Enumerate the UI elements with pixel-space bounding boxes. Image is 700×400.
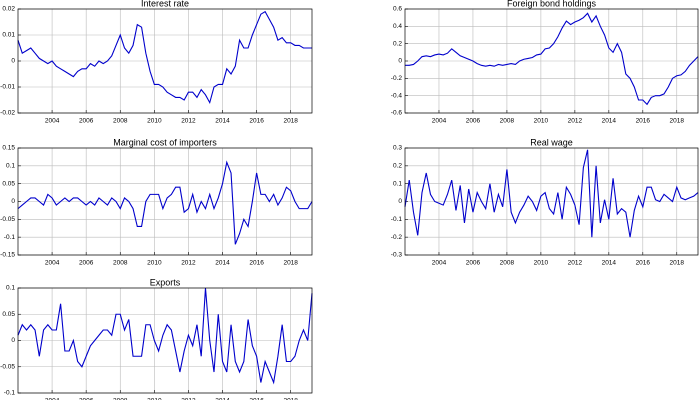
y-tick-label: 0 bbox=[398, 58, 402, 65]
x-tick-label: 2014 bbox=[215, 398, 230, 400]
y-tick-label: 0.05 bbox=[2, 311, 15, 318]
y-tick-label: -0.2 bbox=[391, 75, 403, 82]
y-tick-label: -0.01 bbox=[0, 84, 15, 91]
y-tick-label: 0.15 bbox=[2, 145, 15, 152]
y-tick-label: 0.2 bbox=[393, 40, 402, 47]
y-tick-label: 0.01 bbox=[2, 32, 15, 39]
x-tick-label: 2004 bbox=[45, 398, 60, 400]
data-line bbox=[17, 287, 313, 385]
x-tick-label: 2004 bbox=[45, 260, 60, 267]
x-tick-label: 2014 bbox=[215, 260, 230, 267]
x-tick-label: 2012 bbox=[568, 260, 583, 267]
y-tick-label: 0.2 bbox=[393, 163, 402, 170]
x-tick-label: 2016 bbox=[636, 260, 651, 267]
y-tick-label: -0.6 bbox=[391, 110, 403, 117]
data-line bbox=[405, 12, 699, 106]
y-tick-label: 0 bbox=[11, 198, 15, 205]
y-tick-label: 0 bbox=[398, 198, 402, 205]
plot-frame bbox=[404, 147, 699, 256]
x-tick-label: 2018 bbox=[283, 398, 298, 400]
y-tick-label: -0.4 bbox=[391, 92, 403, 99]
y-tick-label: 0.05 bbox=[2, 180, 15, 187]
x-tick-label: 2010 bbox=[147, 260, 162, 267]
x-tick-label: 2016 bbox=[636, 118, 651, 125]
x-tick-label: 2016 bbox=[249, 398, 264, 400]
data-line bbox=[404, 149, 699, 238]
x-tick-label: 2010 bbox=[147, 118, 162, 125]
x-tick-label: 2018 bbox=[283, 118, 298, 125]
x-tick-label: 2012 bbox=[181, 398, 196, 400]
y-tick-label: -0.1 bbox=[4, 390, 16, 397]
x-tick-label: 2008 bbox=[113, 118, 128, 125]
x-tick-label: 2008 bbox=[113, 260, 128, 267]
chart-title: Exports bbox=[150, 277, 181, 287]
plot-frame bbox=[17, 147, 313, 256]
x-tick-label: 2010 bbox=[147, 398, 162, 400]
x-tick-label: 2008 bbox=[500, 118, 515, 125]
y-tick-label: 0 bbox=[11, 337, 15, 344]
chart-title: Marginal cost of importers bbox=[113, 137, 217, 147]
data-line bbox=[17, 10, 312, 105]
plot-frame bbox=[17, 8, 313, 114]
x-tick-label: 2010 bbox=[534, 118, 549, 125]
y-tick-label: -0.15 bbox=[0, 252, 15, 259]
x-tick-label: 2008 bbox=[500, 260, 515, 267]
y-tick-label: -0.05 bbox=[0, 363, 15, 370]
x-tick-label: 2018 bbox=[670, 118, 685, 125]
x-tick-label: 2018 bbox=[670, 260, 685, 267]
chart-title: Interest rate bbox=[141, 0, 189, 8]
y-tick-label: 0.1 bbox=[393, 180, 402, 187]
x-tick-label: 2016 bbox=[249, 260, 264, 267]
chart-title: Foreign bond holdings bbox=[507, 0, 597, 8]
y-tick-label: 0.4 bbox=[393, 23, 402, 30]
y-tick-label: 0.02 bbox=[2, 6, 15, 13]
y-tick-label: 0.6 bbox=[393, 6, 402, 13]
x-tick-label: 2004 bbox=[432, 260, 447, 267]
y-tick-label: -0.02 bbox=[0, 110, 15, 117]
x-tick-label: 2010 bbox=[534, 260, 549, 267]
y-tick-label: -0.3 bbox=[391, 252, 403, 259]
plot-frame bbox=[404, 8, 699, 114]
plot-frame bbox=[17, 287, 313, 394]
y-tick-label: -0.1 bbox=[4, 234, 16, 241]
x-tick-label: 2014 bbox=[602, 260, 617, 267]
y-tick-label: 0.1 bbox=[6, 285, 15, 292]
y-tick-label: 0.1 bbox=[6, 163, 15, 170]
y-tick-label: -0.2 bbox=[391, 234, 403, 241]
x-tick-label: 2006 bbox=[79, 118, 94, 125]
x-tick-label: 2006 bbox=[466, 260, 481, 267]
y-tick-label: -0.05 bbox=[0, 216, 15, 223]
x-tick-label: 2014 bbox=[602, 118, 617, 125]
x-tick-label: 2006 bbox=[79, 398, 94, 400]
y-tick-label: 0 bbox=[11, 58, 15, 65]
x-tick-label: 2006 bbox=[79, 260, 94, 267]
x-tick-label: 2004 bbox=[432, 118, 447, 125]
x-tick-label: 2012 bbox=[181, 260, 196, 267]
y-tick-label: -0.1 bbox=[391, 216, 403, 223]
x-tick-label: 2012 bbox=[568, 118, 583, 125]
data-line bbox=[17, 160, 313, 245]
x-tick-label: 2004 bbox=[45, 118, 60, 125]
y-tick-label: 0.3 bbox=[393, 145, 402, 152]
x-tick-label: 2018 bbox=[283, 260, 298, 267]
x-tick-label: 2014 bbox=[215, 118, 230, 125]
chart-title: Real wage bbox=[530, 137, 573, 147]
x-tick-label: 2008 bbox=[113, 398, 128, 400]
x-tick-label: 2012 bbox=[181, 118, 196, 125]
x-tick-label: 2016 bbox=[249, 118, 264, 125]
x-tick-label: 2006 bbox=[466, 118, 481, 125]
